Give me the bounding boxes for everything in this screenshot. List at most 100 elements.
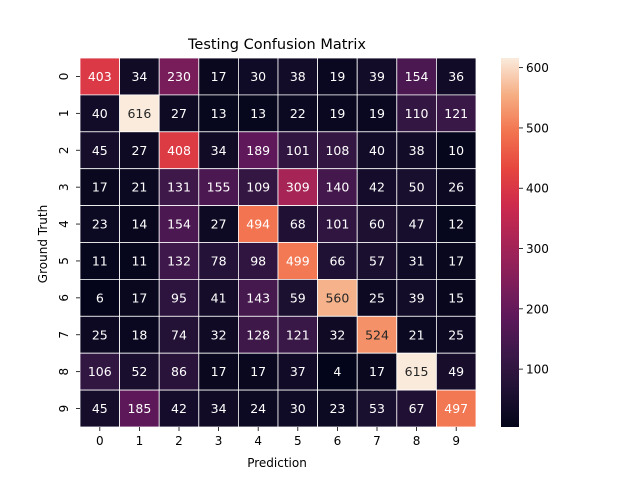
cell-5-3 bbox=[198, 242, 239, 280]
cell-8-6 bbox=[317, 352, 358, 391]
cell-7-5 bbox=[277, 315, 318, 354]
cell-label-9-8: 67 bbox=[409, 401, 425, 416]
cell-3-8 bbox=[396, 168, 437, 206]
y-tick-label-8: 8 bbox=[57, 368, 71, 376]
cell-label-3-6: 140 bbox=[325, 180, 349, 195]
cell-9-5 bbox=[277, 389, 318, 428]
cell-1-1 bbox=[119, 94, 160, 133]
cell-label-5-0: 11 bbox=[92, 253, 108, 268]
cell-label-2-3: 34 bbox=[211, 143, 227, 158]
cell-label-6-9: 15 bbox=[448, 290, 464, 305]
cell-label-7-7: 524 bbox=[365, 327, 389, 342]
x-tick-label-3: 3 bbox=[215, 434, 223, 448]
cell-8-9 bbox=[435, 352, 477, 391]
cell-2-6 bbox=[317, 131, 358, 170]
cell-3-9 bbox=[435, 168, 477, 206]
cell-label-9-7: 53 bbox=[369, 401, 385, 416]
cell-label-6-7: 25 bbox=[369, 290, 385, 305]
cell-label-1-8: 110 bbox=[405, 106, 429, 121]
cell-1-5 bbox=[277, 94, 318, 133]
cell-label-8-5: 37 bbox=[290, 364, 306, 379]
cell-label-4-7: 60 bbox=[369, 217, 385, 232]
cell-label-4-3: 27 bbox=[211, 217, 227, 232]
cell-1-3 bbox=[198, 94, 239, 133]
cell-6-7 bbox=[356, 278, 398, 317]
x-axis-label: Prediction bbox=[247, 456, 307, 470]
colorbar-tick-label-2: 300 bbox=[526, 242, 549, 256]
cell-label-3-2: 131 bbox=[167, 180, 191, 195]
colorbar-tick-label-3: 400 bbox=[526, 182, 549, 196]
cell-label-7-2: 74 bbox=[171, 327, 187, 342]
x-tick-label-4: 4 bbox=[254, 434, 262, 448]
x-axis-ticks: 0 1 2 3 4 5 6 7 8 9 bbox=[96, 427, 460, 448]
cell-0-1 bbox=[119, 57, 160, 96]
cell-label-1-3: 13 bbox=[211, 106, 227, 121]
y-tick-label-6: 6 bbox=[57, 294, 71, 302]
cell-label-9-2: 42 bbox=[171, 401, 187, 416]
cell-7-8 bbox=[396, 315, 437, 354]
cell-label-6-4: 143 bbox=[246, 290, 270, 305]
x-tick-label-7: 7 bbox=[373, 434, 381, 448]
cell-label-8-3: 17 bbox=[211, 364, 227, 379]
cell-label-2-8: 38 bbox=[409, 143, 425, 158]
cell-label-4-9: 12 bbox=[448, 217, 464, 232]
colorbar-tick-label-5: 600 bbox=[526, 61, 549, 75]
cell-label-0-9: 36 bbox=[448, 69, 464, 84]
cell-1-6 bbox=[317, 94, 358, 133]
cell-9-8 bbox=[396, 389, 437, 428]
cell-4-5 bbox=[277, 205, 318, 243]
cell-9-7 bbox=[356, 389, 398, 428]
cell-label-7-5: 121 bbox=[286, 327, 310, 342]
cell-label-6-1: 17 bbox=[131, 290, 147, 305]
cell-2-2 bbox=[158, 131, 200, 170]
cell-label-0-7: 39 bbox=[369, 69, 385, 84]
cell-label-4-8: 47 bbox=[409, 217, 425, 232]
cell-label-3-4: 109 bbox=[246, 180, 270, 195]
y-tick-label-2: 2 bbox=[57, 146, 71, 154]
cell-label-5-2: 132 bbox=[167, 253, 191, 268]
cell-label-0-1: 34 bbox=[131, 69, 147, 84]
cell-label-6-6: 560 bbox=[325, 290, 349, 305]
cell-label-6-5: 59 bbox=[290, 290, 306, 305]
cell-label-1-9: 121 bbox=[444, 106, 468, 121]
y-tick-label-1: 1 bbox=[57, 110, 71, 118]
cell-label-6-3: 41 bbox=[211, 290, 227, 305]
cell-7-4 bbox=[237, 315, 279, 354]
cell-label-2-1: 27 bbox=[131, 143, 147, 158]
cell-label-1-4: 13 bbox=[250, 106, 266, 121]
cell-label-8-1: 52 bbox=[131, 364, 147, 379]
cell-label-4-4: 494 bbox=[246, 217, 270, 232]
cell-label-2-5: 101 bbox=[286, 143, 310, 158]
cell-0-7 bbox=[356, 57, 398, 96]
cell-label-7-9: 25 bbox=[448, 327, 464, 342]
cell-label-3-9: 26 bbox=[448, 180, 464, 195]
cell-2-0 bbox=[79, 131, 120, 170]
cell-label-2-6: 108 bbox=[325, 143, 349, 158]
cell-label-7-3: 32 bbox=[211, 327, 227, 342]
cell-1-8 bbox=[396, 94, 437, 133]
cell-label-5-5: 499 bbox=[286, 253, 310, 268]
x-tick-label-1: 1 bbox=[136, 434, 144, 448]
cell-7-2 bbox=[158, 315, 200, 354]
cell-label-9-3: 34 bbox=[211, 401, 227, 416]
colorbar-gradient bbox=[501, 58, 519, 427]
cell-label-8-8: 615 bbox=[405, 364, 429, 379]
cell-5-4 bbox=[237, 242, 279, 280]
cell-label-0-2: 230 bbox=[167, 69, 191, 84]
cell-8-8 bbox=[396, 352, 437, 391]
cell-3-0 bbox=[79, 168, 120, 206]
colorbar-tick-label-4: 500 bbox=[526, 121, 549, 135]
cell-5-8 bbox=[396, 242, 437, 280]
cell-7-3 bbox=[198, 315, 239, 354]
cell-label-5-4: 98 bbox=[250, 253, 266, 268]
cell-label-5-8: 31 bbox=[409, 253, 425, 268]
cell-5-2 bbox=[158, 242, 200, 280]
cell-label-5-6: 66 bbox=[329, 253, 345, 268]
cell-label-7-1: 18 bbox=[131, 327, 147, 342]
cell-label-0-4: 30 bbox=[250, 69, 266, 84]
cell-label-0-8: 154 bbox=[405, 69, 429, 84]
cell-5-5 bbox=[277, 242, 318, 280]
colorbar-tick-label-0: 100 bbox=[526, 363, 549, 377]
cell-3-5 bbox=[277, 168, 318, 206]
